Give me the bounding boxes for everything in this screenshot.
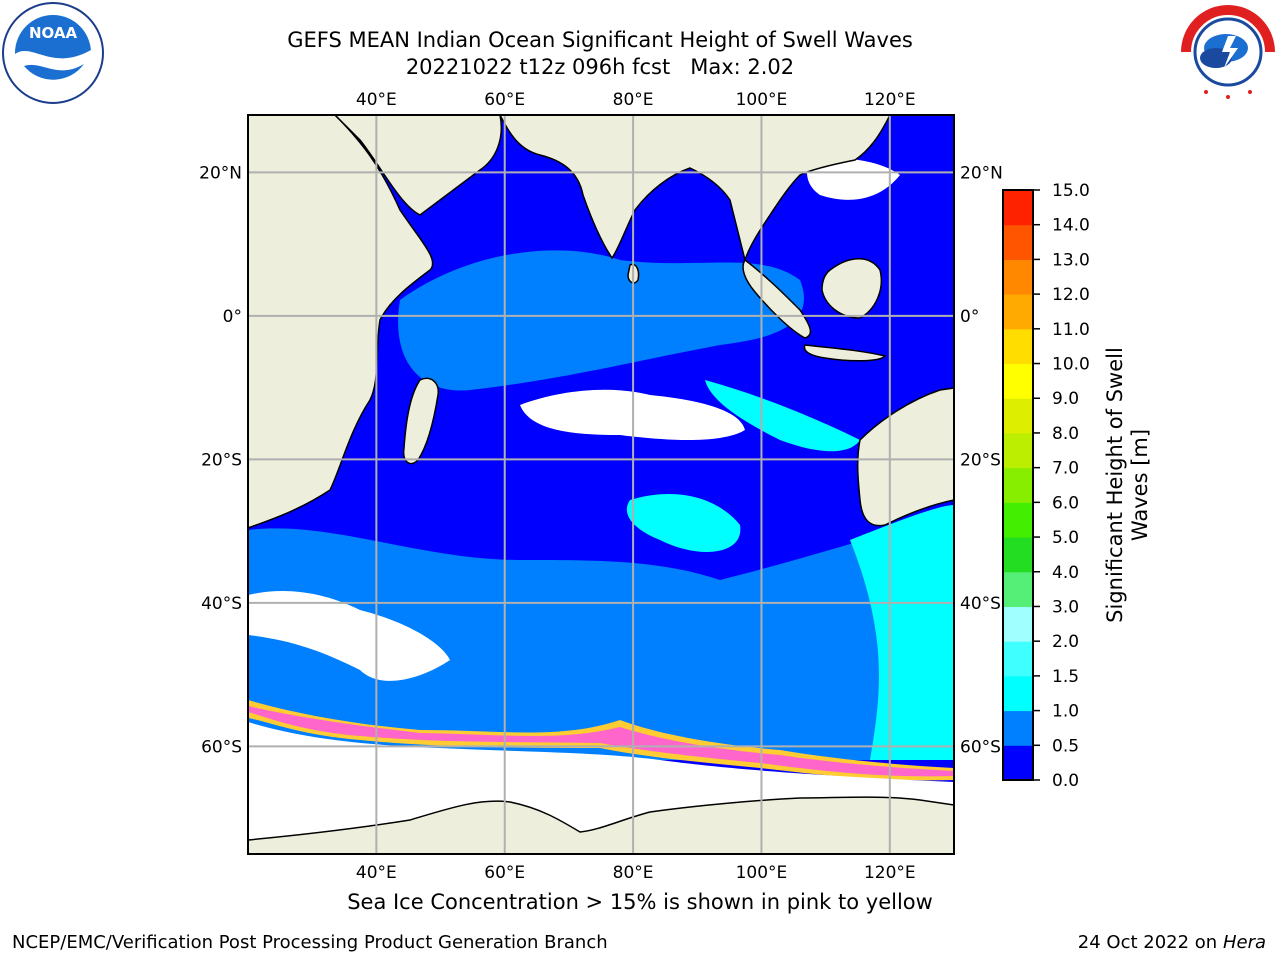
map-panel bbox=[248, 115, 954, 854]
colorbar-segment bbox=[1003, 467, 1033, 503]
colorbar-tick-label: 2.0 bbox=[1052, 632, 1079, 652]
colorbar-segment bbox=[1003, 432, 1033, 469]
lat-label-left: 20°N bbox=[199, 163, 242, 183]
swell-band-mid bbox=[398, 250, 804, 391]
colorbar-title-line2: Waves [m] bbox=[1128, 428, 1152, 542]
colorbar-tick-label: 0.0 bbox=[1052, 771, 1079, 791]
land-africa bbox=[248, 115, 434, 529]
colorbar: 0.0 0.5 1.0 1.5 2.0 3.0 4.0 5.0 6.0 7.0 8.0 9.0 10.0… bbox=[1002, 181, 1090, 791]
colorbar-segment bbox=[1003, 224, 1033, 260]
colorbar-tick-label: 1.0 bbox=[1052, 702, 1079, 722]
lon-label-bottom: 80°E bbox=[613, 863, 654, 883]
land-australia bbox=[856, 387, 954, 527]
colorbar-tick-label: 14.0 bbox=[1052, 216, 1090, 236]
colorbar-tick-label: 13.0 bbox=[1052, 250, 1090, 270]
colorbar-segment bbox=[1003, 190, 1033, 226]
lon-label-top: 40°E bbox=[356, 90, 397, 110]
lon-label-top: 100°E bbox=[736, 90, 788, 110]
colorbar-tick-label: 15.0 bbox=[1052, 181, 1090, 201]
map-frame bbox=[247, 114, 955, 855]
svg-text:NOAA: NOAA bbox=[29, 24, 78, 42]
lat-label-right: 60°S bbox=[960, 737, 1001, 757]
lon-label-top: 60°E bbox=[484, 90, 525, 110]
lon-label-bottom: 120°E bbox=[864, 863, 916, 883]
colorbar-segment bbox=[1003, 398, 1033, 434]
land-antarctica bbox=[248, 796, 954, 854]
colorbar-segment bbox=[1003, 675, 1033, 712]
colorbar-segment bbox=[1003, 363, 1033, 399]
footer-system: Hera bbox=[1222, 932, 1266, 953]
map-title: GEFS MEAN Indian Ocean Significant Heigh… bbox=[287, 28, 913, 52]
colorbar-tick-label: 4.0 bbox=[1052, 563, 1079, 583]
colorbar-tick-label: 10.0 bbox=[1052, 355, 1090, 375]
swell-band-mid bbox=[248, 515, 954, 760]
lon-label-bottom: 100°E bbox=[736, 863, 788, 883]
land-java bbox=[803, 344, 887, 362]
colorbar-segment bbox=[1003, 294, 1033, 330]
colorbar-tick-label: 7.0 bbox=[1052, 459, 1079, 479]
colorbar-segment bbox=[1003, 710, 1033, 746]
colorbar-segment bbox=[1003, 328, 1033, 365]
sea-ice-core bbox=[248, 706, 954, 777]
missing-data-patch bbox=[807, 158, 900, 200]
colorbar-tick-label: 3.0 bbox=[1052, 597, 1079, 617]
colorbar-tick-label: 12.0 bbox=[1052, 285, 1090, 305]
colorbar-segment bbox=[1003, 641, 1033, 677]
lat-label-right: 0° bbox=[960, 307, 979, 327]
colorbar-segment bbox=[1003, 502, 1033, 538]
lon-label-bottom: 40°E bbox=[356, 863, 397, 883]
lon-label-top: 120°E bbox=[864, 90, 916, 110]
lon-label-bottom: 60°E bbox=[484, 863, 525, 883]
axis-labels: 40°E 40°E 60°E 60°E 80°E 80°E 100°E 100°E 120°E 1… bbox=[199, 90, 1003, 883]
colorbar-tick-label: 11.0 bbox=[1052, 320, 1090, 340]
lat-label-left: 20°S bbox=[201, 450, 242, 470]
colorbar-segment bbox=[1003, 259, 1033, 295]
lat-label-right: 20°S bbox=[960, 450, 1001, 470]
swell-band-high bbox=[626, 494, 741, 552]
colorbar-segment bbox=[1003, 571, 1033, 607]
colorbar-tick-label: 9.0 bbox=[1052, 389, 1079, 409]
land-sumatra bbox=[742, 258, 812, 339]
colorbar-segment bbox=[1003, 537, 1033, 573]
swell-band-high bbox=[705, 380, 860, 452]
colorbar-tick-label: 1.5 bbox=[1052, 667, 1079, 687]
lat-label-right: 40°S bbox=[960, 594, 1001, 614]
lat-label-left: 40°S bbox=[201, 594, 242, 614]
colorbar-tick-label: 8.0 bbox=[1052, 424, 1079, 444]
missing-data-patch bbox=[248, 590, 450, 681]
swell-band-high bbox=[850, 505, 954, 760]
colorbar-segment bbox=[1003, 606, 1033, 642]
lat-label-right: 20°N bbox=[960, 163, 1003, 183]
lat-label-left: 60°S bbox=[201, 737, 242, 757]
colorbar-tick-label: 6.0 bbox=[1052, 493, 1079, 513]
colorbar-tick-label: 0.5 bbox=[1052, 736, 1079, 756]
lat-label-left: 0° bbox=[223, 307, 242, 327]
gridlines bbox=[248, 115, 954, 854]
sea-ice-caption: Sea Ice Concentration > 15% is shown in … bbox=[347, 890, 933, 914]
colorbar-title-line1: Significant Height of Swell bbox=[1103, 347, 1127, 623]
footer-date: 24 Oct 2022 on Hera bbox=[1078, 932, 1266, 953]
footer-credit: NCEP/EMC/Verification Post Processing Pr… bbox=[12, 932, 608, 953]
noaa-logo: NOAA bbox=[2, 2, 104, 104]
colorbar-segment bbox=[1003, 745, 1033, 781]
lon-label-top: 80°E bbox=[613, 90, 654, 110]
colorbar-tick-label: 5.0 bbox=[1052, 528, 1079, 548]
footer-date-text: 24 Oct 2022 on bbox=[1077, 932, 1223, 953]
land-borneo bbox=[821, 258, 882, 319]
nws-logo bbox=[1178, 2, 1278, 102]
map-subtitle: 20221022 t12z 096h fcst Max: 2.02 bbox=[405, 55, 795, 79]
